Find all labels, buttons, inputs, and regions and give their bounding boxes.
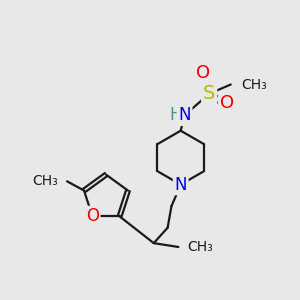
Text: O: O: [86, 207, 99, 225]
Text: H: H: [169, 106, 182, 124]
Text: O: O: [196, 64, 210, 82]
Text: S: S: [203, 84, 215, 103]
Text: CH₃: CH₃: [188, 240, 213, 254]
Text: CH₃: CH₃: [242, 77, 267, 92]
Text: CH₃: CH₃: [32, 174, 58, 188]
Text: O: O: [220, 94, 234, 112]
Text: N: N: [175, 176, 187, 194]
Text: N: N: [178, 106, 191, 124]
